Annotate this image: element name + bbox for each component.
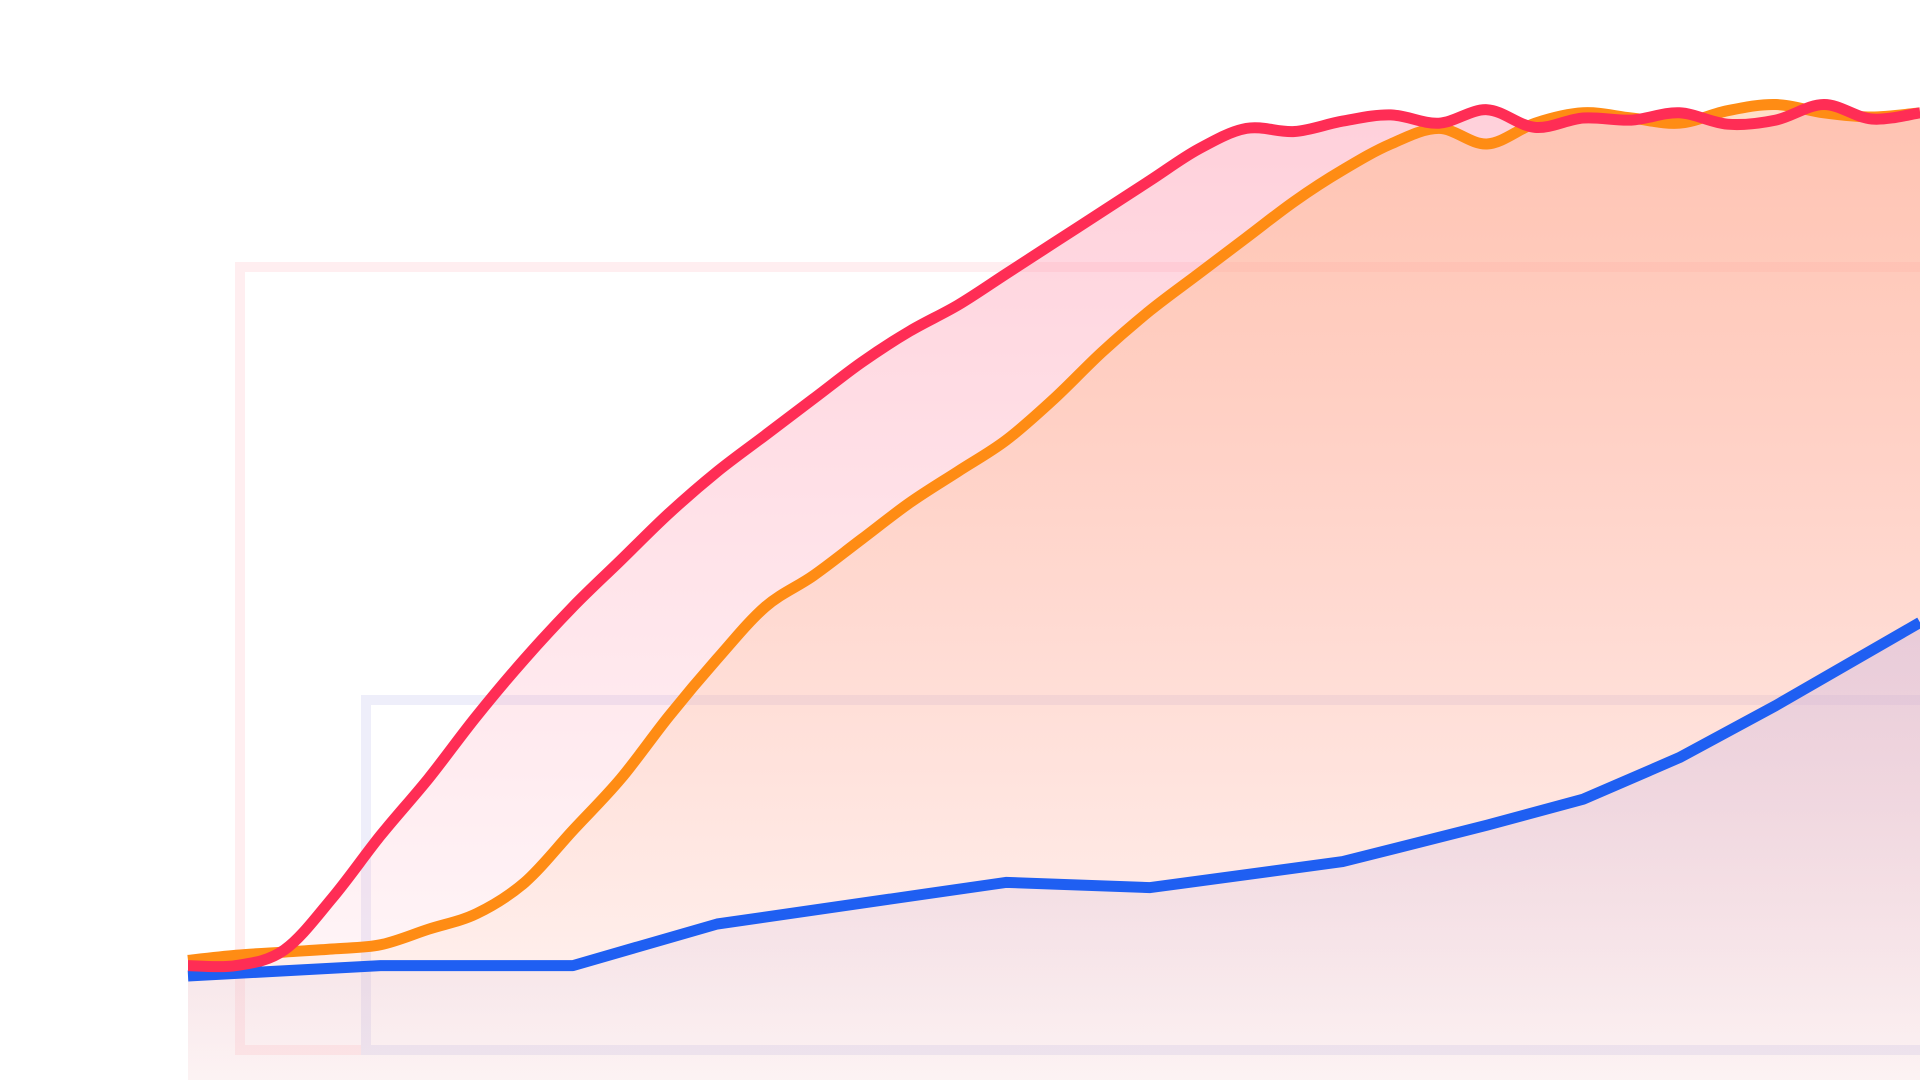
series-lines [187,98,1920,982]
series-areas [188,104,1920,1080]
series-3-area [188,622,1920,1080]
series-1-line [187,98,1920,973]
series-3-line [187,617,1920,982]
